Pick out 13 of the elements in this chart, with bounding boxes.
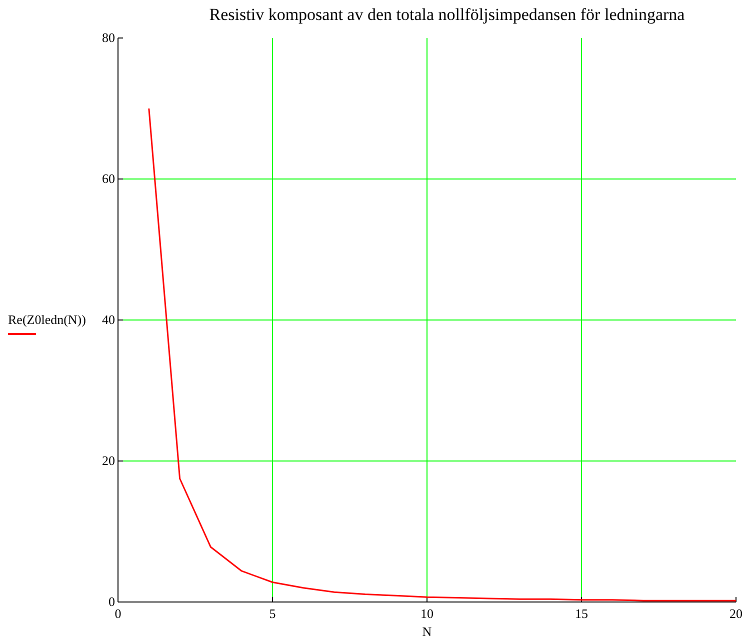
y-tick-label: 80 (102, 30, 115, 45)
x-tick-label: 5 (269, 606, 276, 621)
y-tick-label: 40 (102, 312, 115, 327)
x-tick-label: 15 (575, 606, 588, 621)
y-tick-label: 0 (108, 594, 115, 609)
line-series (148, 108, 737, 602)
x-tick-label: 10 (420, 606, 434, 621)
x-tick-label: 20 (730, 606, 742, 621)
y-tick-label: 20 (102, 453, 115, 468)
text: Re(Z0ledn(N)) (8, 312, 86, 327)
chart-title: Resistiv komposant av den totala nollföljsimpedansen för ledningarna (209, 5, 686, 24)
y-tick-label: 60 (102, 171, 115, 186)
x-axis-title: N (422, 624, 432, 639)
